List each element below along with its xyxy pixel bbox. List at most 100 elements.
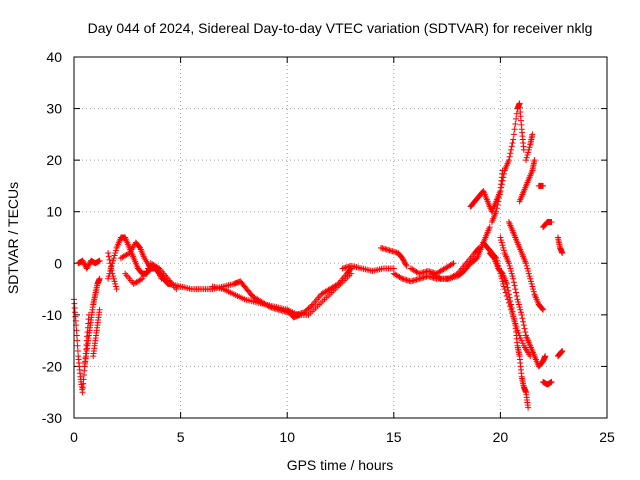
data-point (74, 347, 81, 354)
data-point (514, 296, 521, 303)
data-point (108, 267, 115, 274)
satellite-track-10 (209, 270, 355, 318)
data-point (514, 327, 521, 334)
data-point (525, 146, 532, 153)
data-point (80, 260, 87, 267)
satellite-track-14 (390, 224, 493, 285)
data-point (530, 286, 537, 293)
data-point (397, 274, 404, 281)
data-point (509, 273, 516, 280)
data-point (515, 298, 522, 305)
data-point (527, 275, 534, 282)
satellite-track-22 (497, 234, 549, 370)
data-point (525, 149, 532, 156)
data-point (527, 353, 534, 360)
y-axis-label: SDTVAR / TECUs (5, 182, 21, 294)
data-point (529, 131, 536, 138)
y-tick-label: 20 (46, 152, 62, 168)
data-point (498, 239, 505, 246)
data-point (105, 275, 112, 282)
data-point (436, 274, 443, 281)
satellite-track-12 (339, 262, 397, 275)
data-point (523, 154, 530, 161)
axis-ticks: 0 5 10 15 20 25 -30 -20 -10 0 10 20 30 40 (42, 49, 615, 445)
satellite-track-29 (554, 347, 566, 360)
data-point (296, 311, 303, 318)
data-point (540, 306, 547, 313)
data-point (511, 282, 518, 289)
data-point (520, 322, 527, 329)
data-point (512, 286, 519, 293)
data-point (525, 404, 532, 411)
data-point (308, 302, 315, 309)
data-point (106, 256, 113, 263)
data-point (453, 271, 460, 278)
data-point (505, 260, 512, 267)
data-point (513, 292, 520, 299)
data-point (475, 245, 482, 252)
y-tick-label: 0 (54, 255, 62, 271)
data-point (522, 157, 529, 164)
data-point (400, 256, 407, 263)
data-point (518, 311, 525, 318)
x-axis-label: GPS time / hours (287, 457, 394, 473)
data-point (509, 139, 516, 146)
data-point (511, 126, 518, 133)
data-point (497, 234, 504, 241)
data-point (508, 268, 515, 275)
data-point (390, 265, 397, 272)
satellite-track-18 (488, 100, 527, 226)
data-point (304, 306, 311, 313)
data-point (507, 150, 514, 157)
data-point (548, 378, 555, 385)
data-point (85, 261, 92, 268)
data-point (516, 332, 523, 339)
data-point (348, 270, 355, 277)
data-point (512, 320, 519, 327)
x-tick-label: 5 (177, 429, 185, 445)
plot-frame (73, 56, 608, 419)
data-point (500, 170, 507, 177)
x-tick-label: 25 (599, 429, 615, 445)
data-point (517, 306, 524, 313)
satellite-track-24 (480, 239, 534, 360)
data-point (154, 264, 161, 271)
data-point (110, 257, 117, 264)
data-point (513, 289, 520, 296)
data-point (505, 299, 512, 306)
data-point (528, 280, 535, 287)
data-point (516, 304, 523, 311)
data-point (401, 258, 408, 265)
data-point (143, 268, 150, 275)
satellite-track-28 (554, 234, 566, 256)
data-point (144, 265, 151, 272)
y-tick-label: -10 (42, 307, 62, 323)
data-point (548, 219, 555, 226)
data-point (522, 329, 529, 336)
data-point (476, 244, 483, 251)
data-point (503, 292, 510, 299)
y-tick-label: -30 (42, 410, 62, 426)
data-point (96, 275, 103, 282)
data-point (525, 270, 532, 277)
data-point (500, 283, 507, 290)
satellite-track-23 (505, 219, 547, 313)
data-point (539, 305, 546, 312)
data-point (512, 121, 519, 128)
data-point (529, 283, 536, 290)
data-point (84, 264, 91, 271)
data-point (515, 301, 522, 308)
data-point (495, 265, 502, 272)
y-tick-label: 30 (46, 101, 62, 117)
data-point (399, 255, 406, 262)
satellite-track-8 (122, 260, 180, 293)
data-point (506, 262, 513, 269)
data-point (524, 265, 531, 272)
data-point (520, 318, 527, 325)
data-point (496, 191, 503, 198)
data-point (513, 323, 520, 330)
data-point (96, 306, 103, 313)
data-point (305, 305, 312, 312)
satellite-track-27 (540, 378, 555, 388)
data-point (519, 315, 526, 322)
